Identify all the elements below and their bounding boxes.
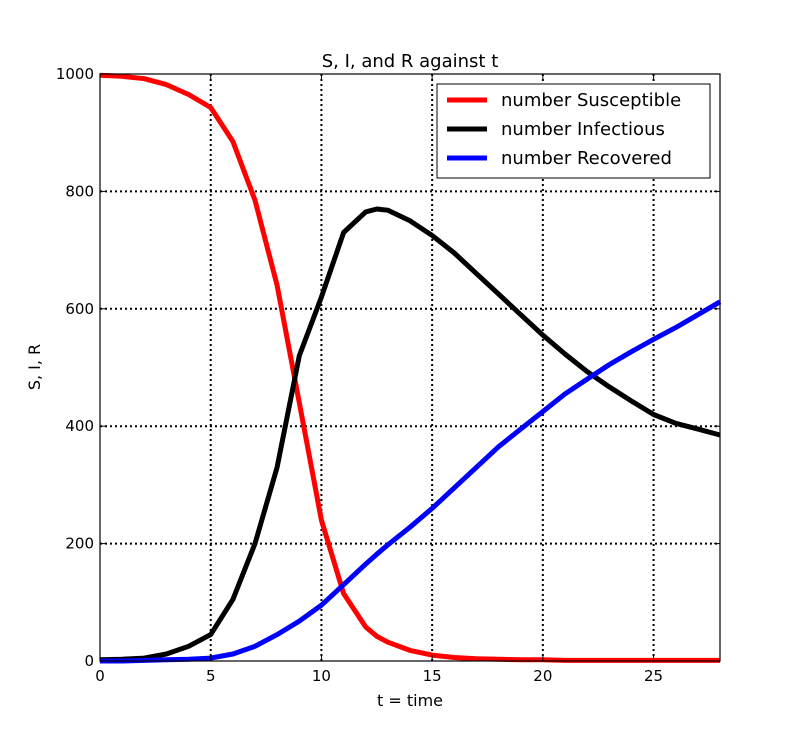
- x-tick-label: 20: [533, 667, 552, 685]
- y-tick-label: 800: [65, 182, 94, 200]
- y-tick-label: 0: [84, 652, 94, 670]
- x-tick-label: 5: [206, 667, 216, 685]
- x-axis-label: t = time: [377, 691, 443, 710]
- x-tick-label: 0: [95, 667, 105, 685]
- x-tick-label: 25: [644, 667, 663, 685]
- y-axis-label: S, I, R: [25, 344, 44, 390]
- y-tick-label: 1000: [56, 65, 94, 83]
- y-tick-label: 600: [65, 300, 94, 318]
- series-line: [100, 299, 722, 664]
- y-tick-label: 200: [65, 535, 94, 553]
- legend-label: number Recovered: [501, 148, 672, 169]
- grid-lines: [100, 74, 720, 661]
- axis-ticks: 0 5 10 15 20 25 0 200 400 600 800 1000: [56, 65, 720, 685]
- y-tick-label: 400: [65, 417, 94, 435]
- chart-title: S, I, and R against t: [322, 51, 499, 72]
- legend-label: number Susceptible: [501, 90, 681, 111]
- series-line: [99, 206, 721, 663]
- legend-label: number Infectious: [501, 119, 665, 140]
- plot-frame: [99, 73, 721, 662]
- x-tick-label: 15: [423, 667, 442, 685]
- legend: number Susceptible number Infectious numbe…: [436, 83, 711, 179]
- x-tick-label: 10: [312, 667, 331, 685]
